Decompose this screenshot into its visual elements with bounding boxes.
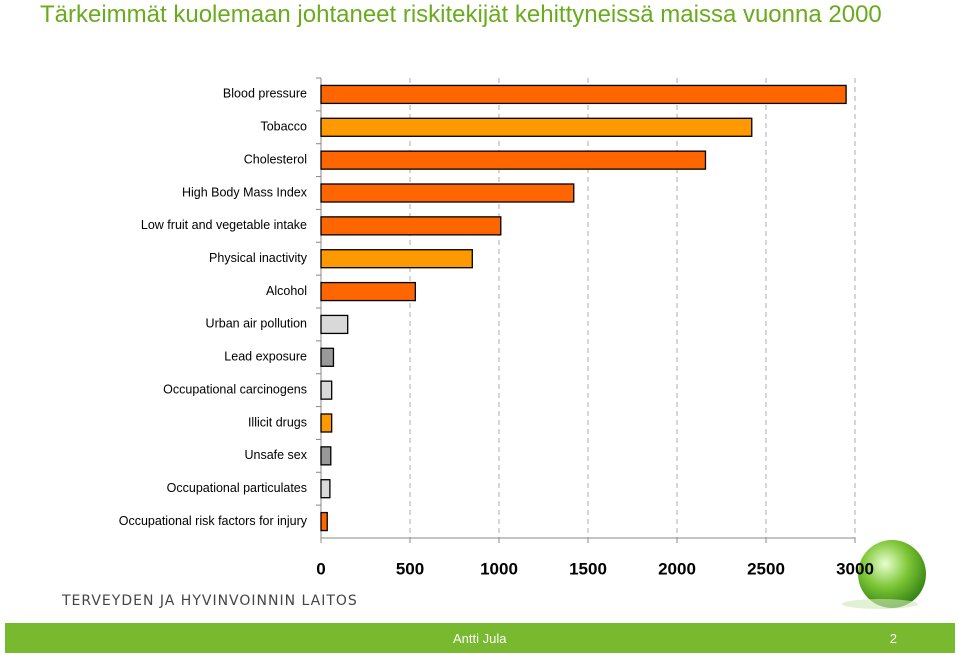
x-tick-label: 0: [316, 559, 325, 578]
bar: [320, 216, 502, 236]
bar: [320, 446, 332, 466]
footer: Antti Jula 2: [5, 623, 955, 653]
y-tick-label: Blood pressure: [223, 87, 307, 101]
y-tick-label: Urban air pollution: [206, 317, 307, 331]
organization: TERVEYDEN JA HYVINVOINNIN LAITOS: [62, 593, 358, 609]
bar: [320, 511, 328, 532]
y-tick-label: Occupational carcinogens: [163, 382, 307, 396]
bar: [320, 380, 333, 400]
y-tick-label: Cholesterol: [244, 152, 307, 166]
y-tick-label: Tobacco: [260, 120, 307, 134]
bar: [320, 183, 575, 203]
y-tick-label: Unsafe sex: [244, 448, 307, 462]
logo-orb: [858, 540, 926, 608]
x-tick-label: 2500: [747, 559, 785, 578]
bar: [320, 314, 349, 335]
y-tick-label: High Body Mass Index: [182, 185, 308, 199]
y-tick-label: Lead exposure: [224, 350, 307, 364]
bar: [320, 117, 753, 137]
bar: [320, 413, 333, 433]
chart: 0 500 1000 1500 2000 2500 3000 Blood pressure To…: [119, 77, 926, 609]
page-number: 2: [889, 631, 897, 646]
x-tick-label: 3000: [836, 559, 874, 578]
y-tick-label: Occupational particulates: [167, 481, 307, 495]
x-tick-label: 2000: [658, 559, 696, 578]
y-tick-label: Illicit drugs: [248, 415, 307, 429]
logo-shadow: [842, 599, 918, 609]
y-tick-label: Alcohol: [266, 284, 307, 298]
bar: [320, 281, 416, 302]
bar: [320, 84, 847, 105]
x-tick-label: 1500: [569, 559, 607, 578]
bar: [320, 150, 707, 170]
y-tick-label: Low fruit and vegetable intake: [141, 218, 307, 232]
bar: [320, 479, 331, 499]
x-tick-label: 1000: [480, 559, 518, 578]
bar: [320, 249, 473, 269]
x-tick-label: 500: [396, 559, 424, 578]
y-tick-label: Occupational risk factors for injury: [119, 514, 308, 528]
chart-title: Tärkeimmät kuolemaan johtaneet riskiteki…: [40, 1, 882, 28]
y-tick-label: Physical inactivity: [209, 251, 308, 265]
author: Antti Jula: [453, 631, 507, 646]
bar: [320, 347, 335, 367]
